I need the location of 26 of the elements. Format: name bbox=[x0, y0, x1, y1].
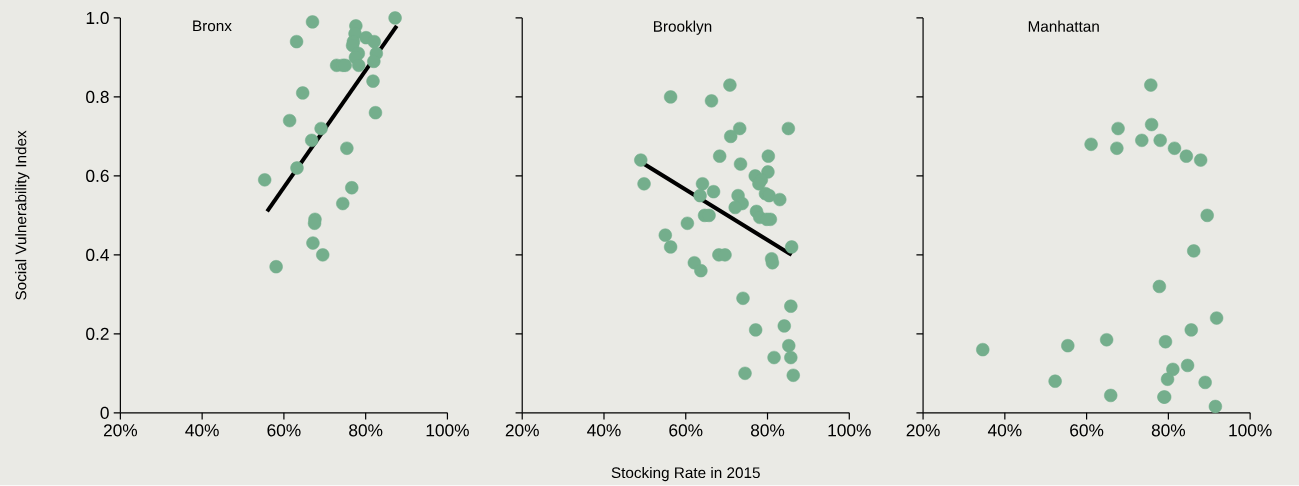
x-axis-title: Stocking Rate in 2015 bbox=[611, 467, 760, 482]
y-tick-label: 1.0 bbox=[86, 12, 109, 25]
chart-title: Manhattan bbox=[1028, 20, 1099, 33]
x-tick-label: 60% bbox=[267, 424, 301, 437]
x-tick-label: 20% bbox=[505, 424, 539, 437]
y-tick-label: 0 bbox=[100, 406, 109, 420]
x-tick-label: 40% bbox=[987, 424, 1022, 437]
x-tick-label: 60% bbox=[1070, 424, 1104, 437]
y-tick-label: 0.2 bbox=[86, 327, 109, 341]
x-tick-label: 20% bbox=[103, 424, 138, 437]
x-tick-label: 80% bbox=[750, 424, 785, 437]
chart-title: Brooklyn bbox=[653, 20, 712, 36]
x-tick-label: 100% bbox=[1229, 424, 1272, 437]
x-tick-label: 40% bbox=[587, 424, 621, 437]
y-axis-title: Social Vulnerability Index bbox=[15, 130, 30, 301]
x-tick-label: 60% bbox=[669, 424, 703, 437]
x-tick-label: 80% bbox=[1151, 424, 1186, 437]
x-tick-label: 80% bbox=[349, 424, 383, 437]
x-tick-label: 100% bbox=[828, 424, 871, 437]
x-tick-label: 40% bbox=[185, 424, 219, 437]
y-tick-label: 0.8 bbox=[86, 90, 109, 104]
x-tick-label: 100% bbox=[426, 424, 469, 437]
x-tick-label: 20% bbox=[906, 424, 940, 437]
y-tick-label: 0.4 bbox=[86, 248, 109, 262]
chart-title: Bronx bbox=[193, 20, 232, 32]
y-tick-label: 0.6 bbox=[86, 169, 109, 183]
